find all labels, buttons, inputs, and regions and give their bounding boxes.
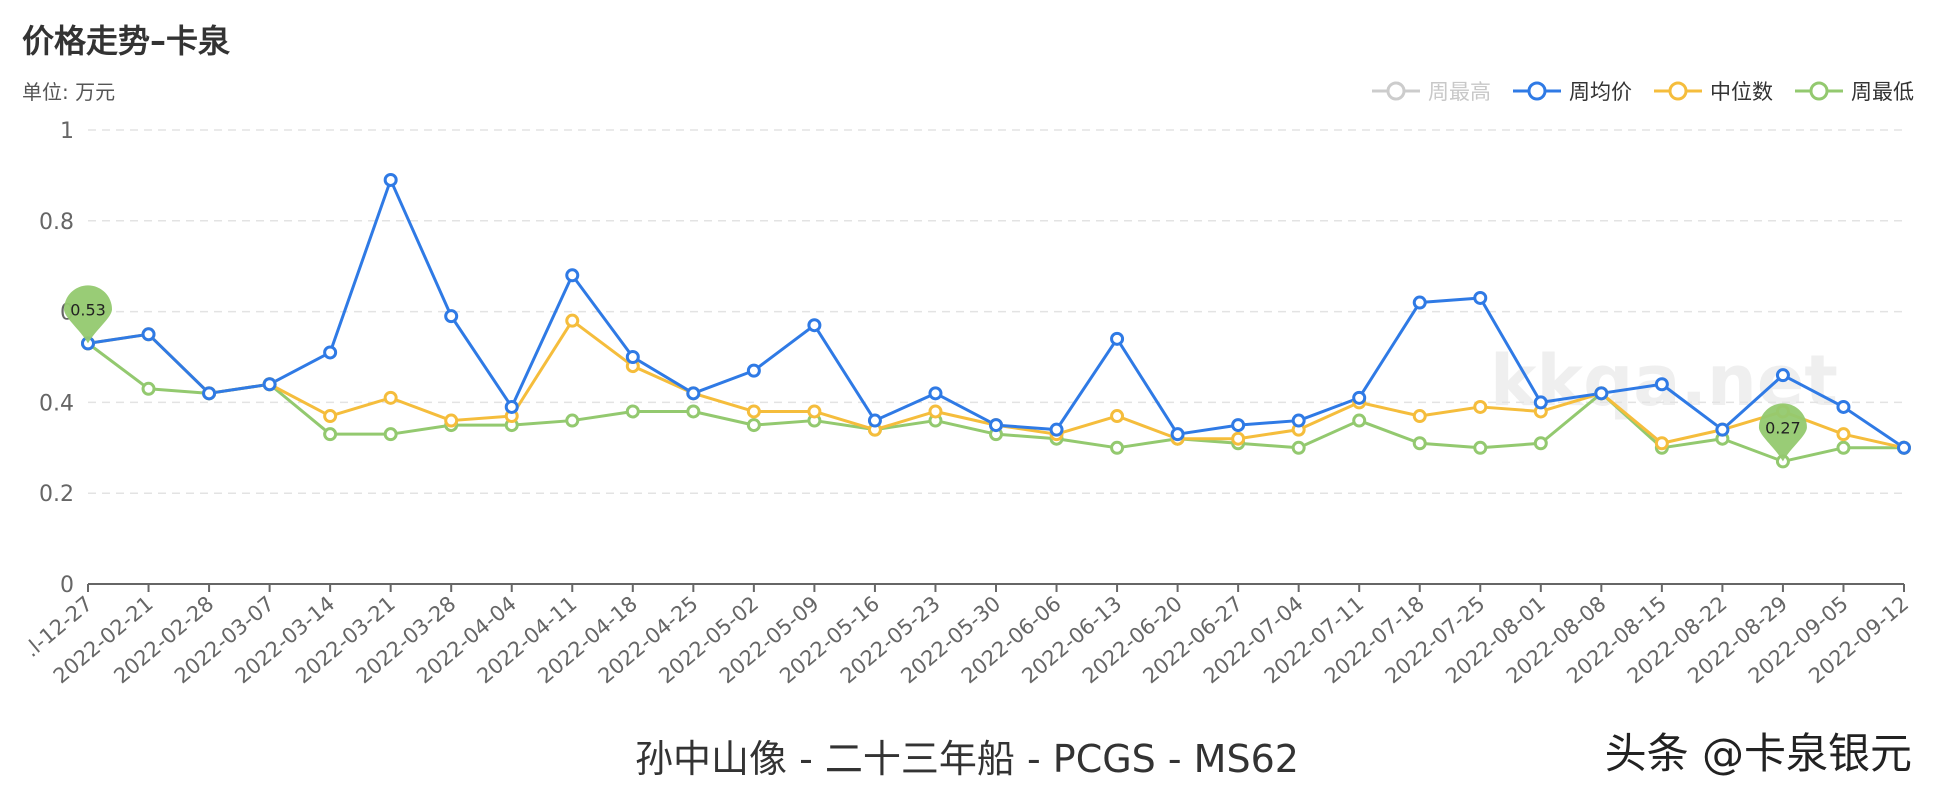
data-point bbox=[202, 386, 217, 401]
data-point bbox=[323, 409, 338, 424]
data-point bbox=[1231, 431, 1246, 446]
data-point bbox=[504, 399, 519, 414]
data-point bbox=[746, 418, 761, 433]
data-point bbox=[1110, 440, 1125, 455]
data-point bbox=[383, 390, 398, 405]
data-point bbox=[1291, 440, 1306, 455]
markpoint-label: 0.53 bbox=[70, 300, 106, 319]
legend-label-weekly-high: 周最高 bbox=[1428, 80, 1491, 104]
data-point bbox=[444, 309, 459, 324]
data-point bbox=[1412, 295, 1427, 310]
data-point bbox=[928, 404, 943, 419]
data-point bbox=[1654, 377, 1669, 392]
data-point bbox=[1291, 413, 1306, 428]
unit-label: 单位: 万元 bbox=[22, 80, 116, 104]
data-point bbox=[1412, 409, 1427, 424]
data-point bbox=[1533, 436, 1548, 451]
y-tick-label: 0.4 bbox=[39, 391, 74, 416]
data-point bbox=[383, 427, 398, 442]
data-point bbox=[444, 413, 459, 428]
legend-item-weekly-average[interactable]: 周均价 bbox=[1513, 76, 1632, 106]
data-point bbox=[1473, 399, 1488, 414]
data-point bbox=[1836, 427, 1851, 442]
y-tick-label: 0.2 bbox=[39, 482, 74, 507]
data-point bbox=[928, 386, 943, 401]
data-point bbox=[1715, 422, 1730, 437]
data-point bbox=[262, 377, 277, 392]
y-tick-label: 0 bbox=[60, 573, 74, 598]
data-point bbox=[323, 427, 338, 442]
source-watermark: 头条 @卡泉银元 bbox=[1604, 729, 1912, 778]
y-tick-label: 1 bbox=[60, 119, 74, 144]
data-point bbox=[565, 268, 580, 283]
data-point bbox=[1352, 413, 1367, 428]
data-point bbox=[807, 404, 822, 419]
legend-swatch-weekly-average bbox=[1513, 81, 1561, 101]
legend-item-median[interactable]: 中位数 bbox=[1654, 76, 1773, 106]
data-point bbox=[746, 363, 761, 378]
chart-caption: 孙中山像 - 二十三年船 - PCGS - MS62 bbox=[635, 737, 1299, 781]
markpoint-label: 0.27 bbox=[1765, 418, 1801, 437]
data-point bbox=[1110, 331, 1125, 346]
data-point bbox=[1049, 422, 1064, 437]
legend-label-weekly-average: 周均价 bbox=[1569, 80, 1632, 104]
legend-item-weekly-high[interactable]: 周最高 bbox=[1372, 76, 1491, 106]
data-point bbox=[1775, 368, 1790, 383]
data-point bbox=[1231, 418, 1246, 433]
data-point bbox=[686, 404, 701, 419]
legend-swatch-weekly-low bbox=[1795, 81, 1843, 101]
data-point bbox=[807, 318, 822, 333]
data-point bbox=[565, 313, 580, 328]
data-point bbox=[141, 327, 156, 342]
markpoint-pin bbox=[1758, 403, 1807, 462]
data-point bbox=[1836, 440, 1851, 455]
data-point bbox=[1533, 395, 1548, 410]
legend-swatch-median bbox=[1654, 81, 1702, 101]
legend-item-weekly-low[interactable]: 周最低 bbox=[1795, 76, 1914, 106]
data-point bbox=[989, 418, 1003, 433]
data-point bbox=[1594, 386, 1609, 401]
legend: 周最高 周均价 中位数 周最低 bbox=[1372, 76, 1914, 106]
data-point bbox=[686, 386, 701, 401]
data-point bbox=[141, 381, 156, 396]
data-point bbox=[625, 404, 640, 419]
data-point bbox=[1110, 409, 1125, 424]
data-point bbox=[1412, 436, 1427, 451]
data-point bbox=[1473, 440, 1488, 455]
legend-label-weekly-low: 周最低 bbox=[1851, 80, 1914, 104]
data-point bbox=[625, 350, 640, 364]
legend-label-median: 中位数 bbox=[1710, 80, 1773, 104]
data-point bbox=[746, 404, 761, 419]
data-point bbox=[383, 172, 398, 187]
markpoint-pin bbox=[64, 285, 112, 344]
data-point bbox=[1836, 399, 1851, 414]
data-point bbox=[1654, 436, 1669, 451]
data-point bbox=[1473, 290, 1488, 305]
data-point bbox=[1897, 440, 1911, 455]
data-point bbox=[565, 413, 580, 428]
data-point bbox=[323, 345, 338, 360]
data-point bbox=[867, 413, 882, 428]
data-point bbox=[1170, 427, 1185, 442]
chart-title: 价格走势–卡泉 bbox=[22, 22, 231, 60]
y-tick-label: 0.8 bbox=[39, 210, 74, 235]
legend-swatch-weekly-high bbox=[1372, 81, 1420, 101]
data-point bbox=[1352, 390, 1367, 405]
